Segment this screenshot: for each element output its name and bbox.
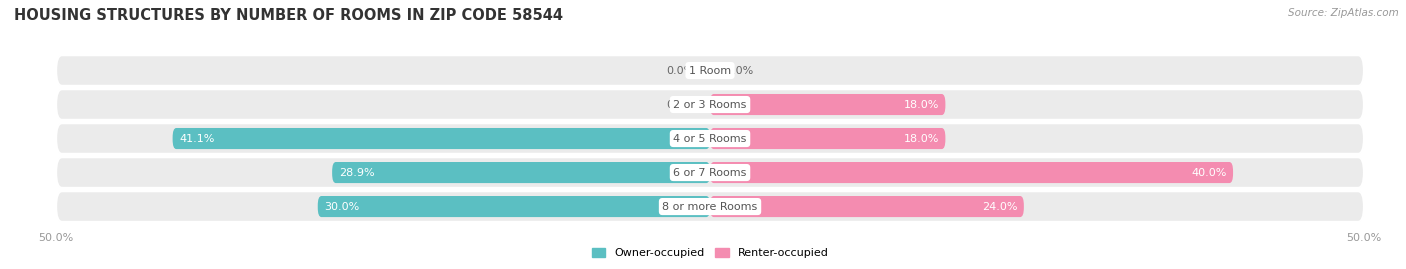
Text: 8 or more Rooms: 8 or more Rooms [662, 201, 758, 211]
Legend: Owner-occupied, Renter-occupied: Owner-occupied, Renter-occupied [588, 243, 832, 263]
Text: 41.1%: 41.1% [179, 133, 215, 144]
Text: Source: ZipAtlas.com: Source: ZipAtlas.com [1288, 8, 1399, 18]
Text: 18.0%: 18.0% [904, 100, 939, 109]
Text: 1 Room: 1 Room [689, 66, 731, 76]
FancyBboxPatch shape [173, 128, 710, 149]
Text: 18.0%: 18.0% [904, 133, 939, 144]
Text: 6 or 7 Rooms: 6 or 7 Rooms [673, 168, 747, 178]
Text: 2 or 3 Rooms: 2 or 3 Rooms [673, 100, 747, 109]
Text: 0.0%: 0.0% [725, 66, 754, 76]
Text: HOUSING STRUCTURES BY NUMBER OF ROOMS IN ZIP CODE 58544: HOUSING STRUCTURES BY NUMBER OF ROOMS IN… [14, 8, 562, 23]
FancyBboxPatch shape [56, 191, 1364, 222]
FancyBboxPatch shape [710, 162, 1233, 183]
Text: 30.0%: 30.0% [325, 201, 360, 211]
Text: 0.0%: 0.0% [666, 66, 695, 76]
FancyBboxPatch shape [56, 157, 1364, 188]
FancyBboxPatch shape [318, 196, 710, 217]
Text: 24.0%: 24.0% [981, 201, 1018, 211]
FancyBboxPatch shape [56, 55, 1364, 86]
Text: 4 or 5 Rooms: 4 or 5 Rooms [673, 133, 747, 144]
FancyBboxPatch shape [332, 162, 710, 183]
FancyBboxPatch shape [56, 123, 1364, 154]
Text: 40.0%: 40.0% [1191, 168, 1226, 178]
Text: 28.9%: 28.9% [339, 168, 374, 178]
Text: 0.0%: 0.0% [666, 100, 695, 109]
FancyBboxPatch shape [56, 89, 1364, 120]
FancyBboxPatch shape [710, 196, 1024, 217]
FancyBboxPatch shape [710, 128, 945, 149]
FancyBboxPatch shape [710, 94, 945, 115]
